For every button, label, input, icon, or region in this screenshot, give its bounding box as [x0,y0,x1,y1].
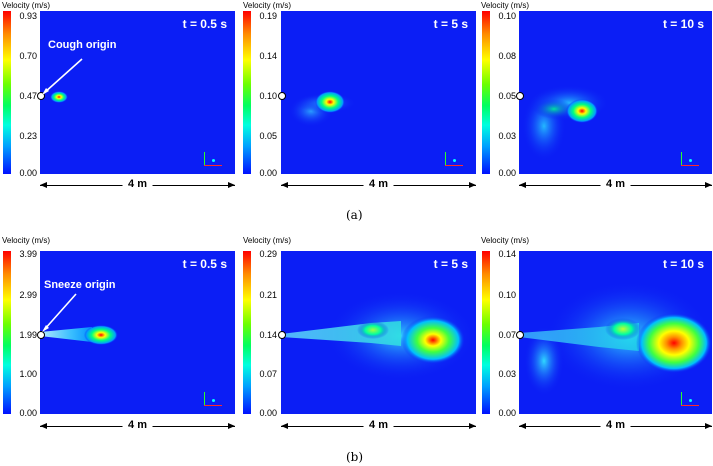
origin-label: Sneeze origin [44,279,116,291]
scale-label: 4 m [122,419,153,431]
velocity-field: t = 5 s [281,251,476,414]
colorbar-tick: 0.05 [498,91,516,101]
axis-triad-icon [678,388,706,410]
scale-label: 4 m [122,178,153,190]
scale-bar: 4 m [40,419,235,432]
velocity-field: t = 10 s [519,251,712,414]
colorbar [243,251,251,414]
colorbar-tick: 0.08 [498,51,516,61]
colorbar [3,251,11,414]
time-label: t = 10 s [662,17,704,31]
axis-triad-icon [678,148,706,170]
colorbar-tick: 0.93 [19,11,37,21]
colorbar-title: Velocity (m/s) [2,1,51,10]
colorbar-tick: 3.99 [19,249,37,259]
colorbar-tick: 0.05 [259,131,277,141]
colorbar-tick: 0.10 [259,91,277,101]
colorbar-tick: 2.99 [19,290,37,300]
colorbar-title: Velocity (m/s) [481,1,530,10]
colorbar-title: Velocity (m/s) [481,236,530,245]
scale-bar: 4 m [281,419,476,432]
scale-bar: 4 m [519,178,712,191]
scale-bar: 4 m [281,178,476,191]
scale-label: 4 m [363,419,394,431]
origin-marker [516,92,524,100]
caption-a: (a) [346,208,363,222]
colorbar-tick: 0.00 [498,408,516,418]
colorbar [482,11,490,174]
origin-pointer-arrow [42,58,83,95]
time-label: t = 5 s [433,257,468,271]
axis-triad-icon [442,148,470,170]
colorbar-tick: 0.07 [498,330,516,340]
origin-marker [516,331,524,339]
colorbar [482,251,490,414]
colorbar-tick: 0.00 [259,168,277,178]
colorbar-tick: 0.10 [498,11,516,21]
scale-bar: 4 m [40,178,235,191]
colorbar-tick: 0.07 [259,369,277,379]
origin-label: Cough origin [48,39,117,51]
colorbar-tick: 0.00 [19,168,37,178]
caption-b: (b) [346,450,364,464]
velocity-field: t = 5 s [281,11,476,174]
origin-marker [37,92,45,100]
colorbar-tick: 0.14 [498,249,516,259]
scale-label: 4 m [363,178,394,190]
time-label: t = 5 s [433,17,468,31]
colorbar-tick: 0.00 [259,408,277,418]
colorbar-tick: 0.23 [19,131,37,141]
colorbar-tick: 0.00 [19,408,37,418]
scale-label: 4 m [600,178,631,190]
colorbar [243,11,251,174]
colorbar-tick: 0.10 [498,290,516,300]
velocity-field: t = 10 s [519,11,712,174]
colorbar-tick: 0.03 [498,369,516,379]
scale-bar: 4 m [519,419,712,432]
colorbar-tick: 0.70 [19,51,37,61]
scale-label: 4 m [600,419,631,431]
colorbar-title: Velocity (m/s) [243,1,292,10]
time-label: t = 0.5 s [182,17,227,31]
colorbar-tick: 0.19 [259,11,277,21]
colorbar-title: Velocity (m/s) [243,236,292,245]
origin-marker [37,331,45,339]
colorbar-tick: 0.03 [498,131,516,141]
colorbar-tick: 0.47 [19,91,37,101]
origin-marker [278,331,286,339]
colorbar-tick: 0.29 [259,249,277,259]
axis-triad-icon [201,388,229,410]
origin-pointer-arrow [42,293,77,332]
colorbar-tick: 1.99 [19,330,37,340]
time-label: t = 0.5 s [182,257,227,271]
colorbar-tick: 1.00 [19,369,37,379]
colorbar [3,11,11,174]
colorbar-tick: 0.00 [498,168,516,178]
colorbar-tick: 0.14 [259,330,277,340]
colorbar-title: Velocity (m/s) [2,236,51,245]
time-label: t = 10 s [662,257,704,271]
origin-marker [278,92,286,100]
axis-triad-icon [201,148,229,170]
velocity-field: t = 0.5 s [40,11,235,174]
colorbar-tick: 0.21 [259,290,277,300]
colorbar-tick: 0.14 [259,51,277,61]
velocity-field: t = 0.5 s [40,251,235,414]
